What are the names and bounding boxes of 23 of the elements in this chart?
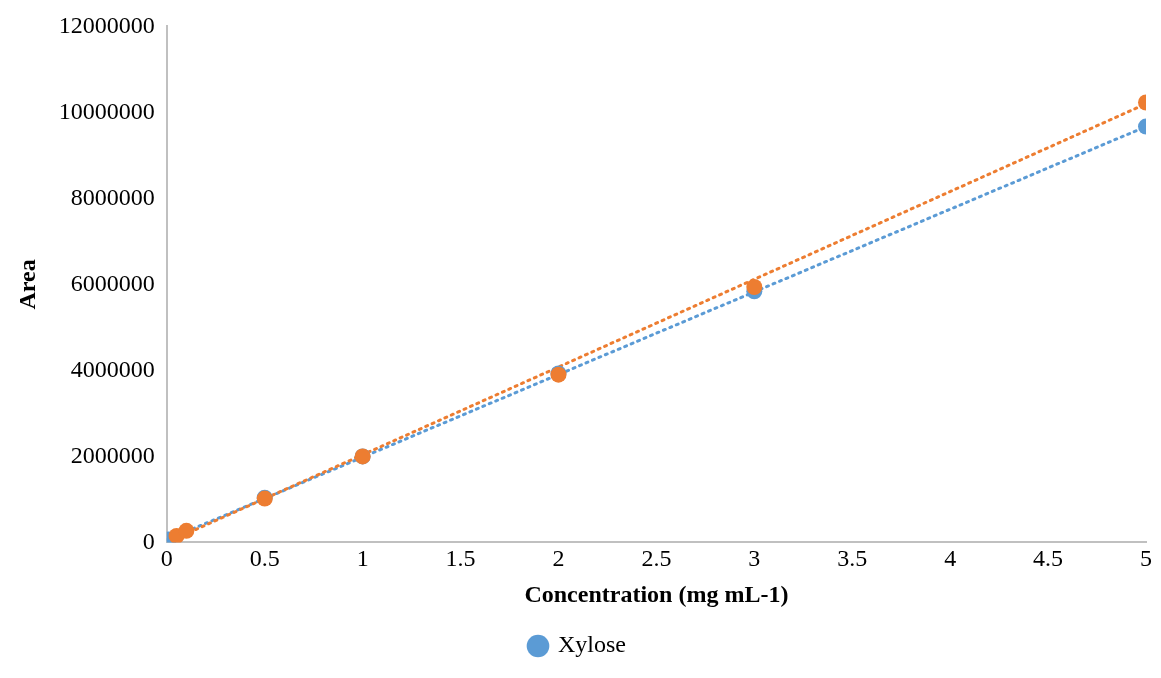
x-tick-label: 1.5 (445, 545, 476, 572)
x-tick-label: 3 (748, 545, 761, 572)
x-tick-label: 0.5 (249, 545, 280, 572)
x-tick-label: 4.5 (1033, 545, 1064, 572)
y-tick-label: 8000000 (70, 183, 155, 210)
y-tick-label: 4000000 (70, 355, 155, 382)
x-tick-label: 1 (356, 545, 369, 572)
y-tick-label: 6000000 (70, 269, 155, 296)
x-tick-label: 4 (944, 545, 957, 572)
point (178, 522, 195, 539)
x-tick-label: 2.5 (641, 545, 672, 572)
legend-label: Xylose (558, 631, 626, 658)
y-tick-label: 0 (142, 527, 155, 554)
x-axis-title: Concentration (mg mL-1) (524, 580, 789, 607)
y-tick-label: 2000000 (70, 441, 155, 468)
y-axis-title: Area (13, 259, 40, 310)
point (746, 278, 763, 295)
x-tick-label: 0 (160, 545, 173, 572)
y-tick-label: 10000000 (58, 97, 155, 124)
x-tick-label: 3.5 (837, 545, 868, 572)
x-tick-label: 5 (1140, 545, 1152, 572)
x-tick-label: 2 (552, 545, 565, 572)
y-tick-label: 12000000 (58, 11, 155, 38)
